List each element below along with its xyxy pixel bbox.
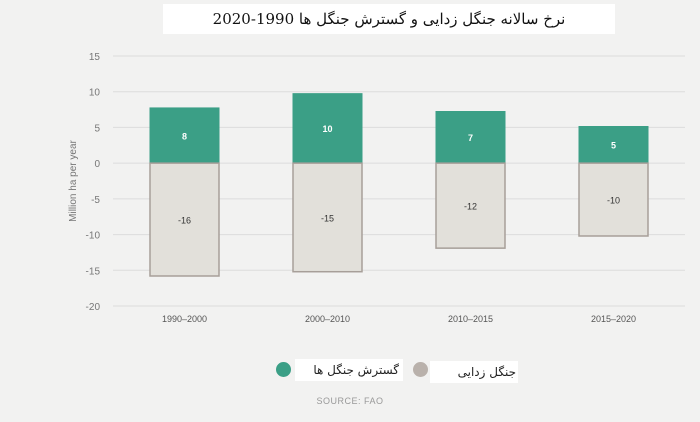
y-tick-label: -15 — [86, 266, 101, 277]
deforestation-bar — [292, 162, 363, 273]
legend-expansion-label: گسترش جنگل ها — [295, 359, 403, 381]
deforestation-data-label: -12 — [464, 202, 477, 212]
expansion-data-label: 8 — [182, 131, 187, 141]
x-tick-label: 2010–2015 — [448, 314, 493, 324]
deforestation-data-label: -10 — [607, 196, 620, 206]
legend-expansion-swatch — [276, 362, 291, 377]
y-tick-label: 0 — [94, 159, 100, 170]
expansion-data-label: 5 — [611, 141, 616, 151]
expansion-bar — [149, 107, 220, 164]
expansion-bar — [578, 126, 649, 164]
deforestation-bar — [435, 162, 506, 249]
deforestation-data-label: -15 — [321, 213, 334, 223]
legend-deforestation-label: جنگل زدایی — [430, 361, 518, 383]
title-box: نرخ سالانه جنگل زدایی و گسترش جنگل ها 19… — [163, 4, 615, 34]
deforestation-data-label: -16 — [178, 216, 191, 226]
x-tick-label: 2000–2010 — [305, 314, 350, 324]
expansion-data-label: 10 — [322, 124, 332, 134]
y-tick-label: -20 — [86, 302, 101, 313]
y-axis-label: Million ha per year — [68, 139, 79, 221]
bar-chart: 15 10 5 0 -5 -10 -15 -20 Million ha per year 8 -16… — [68, 52, 685, 324]
y-tick-label: 15 — [89, 52, 101, 63]
deforestation-bar — [578, 162, 649, 237]
expansion-bar — [292, 93, 363, 164]
y-tick-label: 5 — [94, 123, 100, 134]
legend-deforestation-swatch — [413, 362, 428, 377]
x-tick-label: 2015–2020 — [591, 314, 636, 324]
source-note: SOURCE: FAO — [316, 396, 384, 406]
expansion-data-label: 7 — [468, 133, 473, 143]
deforestation-bar — [149, 162, 220, 277]
chart-title: نرخ سالانه جنگل زدایی و گسترش جنگل ها 19… — [212, 10, 566, 28]
y-tick-label: -5 — [91, 195, 100, 206]
x-tick-label: 1990–2000 — [162, 314, 207, 324]
y-tick-label: -10 — [86, 231, 101, 242]
y-tick-label: 10 — [89, 88, 101, 99]
expansion-bar — [435, 111, 506, 164]
